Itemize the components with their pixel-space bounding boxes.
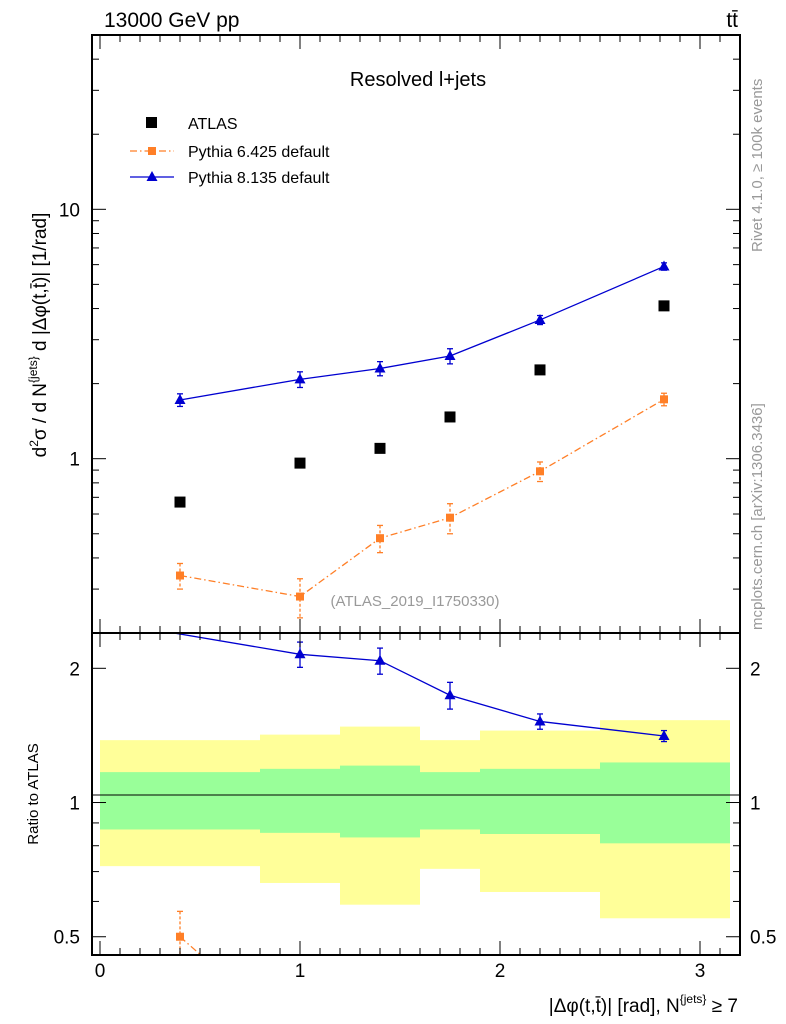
ratio-axis-ticks: 0.5 0.5 1 1 2 2 0 1 2 3 xyxy=(54,633,776,982)
ratio-x-tick-label: 3 xyxy=(695,961,706,982)
main-pythia6-line xyxy=(179,398,665,598)
legend-pythia8-marker xyxy=(146,171,158,181)
main-atlas-point xyxy=(658,300,670,312)
mcplots-source-label: mcplots.cern.ch [arXiv:1306.3436] xyxy=(749,403,766,630)
main-data-layer xyxy=(174,260,670,619)
main-pythia6-point xyxy=(536,467,544,476)
main-y-tick-label: 1 xyxy=(69,450,80,471)
main-axis-ticks: 1 10 xyxy=(59,34,741,634)
ratio-band-inner xyxy=(420,772,480,830)
header-process-label: tt̄ xyxy=(726,9,738,32)
main-atlas-point xyxy=(444,411,456,423)
ratio-x-tick-label: 0 xyxy=(95,961,106,982)
main-atlas-point xyxy=(174,496,186,508)
main-pythia6-point xyxy=(176,571,184,580)
main-pythia8-point xyxy=(174,393,186,404)
ratio-pythia6-point xyxy=(176,932,184,941)
analysis-watermark: (ATLAS_2019_I1750330) xyxy=(330,593,499,610)
main-pythia8-point xyxy=(534,313,546,324)
main-pythia8-point xyxy=(658,260,670,271)
rivet-version-label: Rivet 4.1.0, ≥ 100k events xyxy=(749,79,766,252)
svg-text:d2σ / d N{jets} d |Δφ(t,t̄)| [: d2σ / d N{jets} d |Δφ(t,t̄)| [1/rad] xyxy=(26,213,51,458)
ratio-y-tick-label: 2 xyxy=(69,659,80,680)
ratio-band-inner xyxy=(260,768,340,833)
ratio-y-tick-label-right: 0.5 xyxy=(750,928,776,949)
ratio-pythia8-point xyxy=(658,729,670,740)
main-pythia8-point xyxy=(294,373,306,384)
ratio-pythia8-point xyxy=(294,648,306,659)
main-pythia8-point xyxy=(374,362,386,373)
main-pythia6-point xyxy=(446,513,454,522)
main-atlas-point xyxy=(534,364,546,376)
ratio-data-layer xyxy=(170,633,670,955)
ratio-pythia8-line xyxy=(170,633,665,737)
main-plot-panel: Resolved l+jets (ATLAS_2019_I1750330) 11… xyxy=(59,34,741,634)
header-energy-label: 13000 GeV pp xyxy=(104,9,239,32)
legend-pythia8-label: Pythia 8.135 default xyxy=(188,170,330,187)
ratio-x-tick-label: 2 xyxy=(495,961,506,982)
main-pythia6-point xyxy=(376,534,384,543)
main-atlas-point xyxy=(374,442,386,454)
ratio-plot-panel: 0.5 0.5 1 1 2 2 0 1 2 3 Ratio to ATLAS xyxy=(25,632,776,982)
main-y-tick-label: 10 xyxy=(59,200,80,221)
x-axis-label: |Δφ(t,t̄)| [rad], N{jets} ≥ 7 xyxy=(549,992,738,1017)
main-pythia6-point xyxy=(296,592,304,601)
ratio-y-tick-label: 0.5 xyxy=(54,928,80,949)
ratio-x-tick-label: 1 xyxy=(295,961,306,982)
ratio-pythia8-point xyxy=(444,689,456,700)
svg-text:|Δφ(t,t̄)| [rad], N{jets} ≥ 7: |Δφ(t,t̄)| [rad], N{jets} ≥ 7 xyxy=(549,992,738,1017)
ratio-y-tick-label-right: 1 xyxy=(750,794,761,815)
main-plot-title: Resolved l+jets xyxy=(350,69,486,91)
main-y-axis-label: d2σ / d N{jets} d |Δφ(t,t̄)| [1/rad] xyxy=(26,213,51,458)
ratio-band-inner xyxy=(100,772,260,830)
legend-atlas-label: ATLAS xyxy=(188,116,238,133)
ratio-y-tick-label: 1 xyxy=(69,794,80,815)
main-pythia6-point xyxy=(660,395,668,404)
legend-pythia6-label: Pythia 6.425 default xyxy=(188,144,330,161)
main-pythia8-line xyxy=(179,265,665,401)
ratio-uncertainty-bands xyxy=(100,720,730,919)
ratio-y-axis-label: Ratio to ATLAS xyxy=(25,743,42,844)
ratio-band-inner xyxy=(480,768,600,834)
ratio-pythia8-point xyxy=(534,715,546,726)
legend-atlas-marker xyxy=(146,117,157,128)
main-pythia8-point xyxy=(444,350,456,361)
ratio-pythia8-point xyxy=(374,654,386,665)
ratio-band-inner xyxy=(340,765,420,838)
legend: ATLAS Pythia 6.425 default Pythia 8.135 … xyxy=(130,116,330,187)
main-atlas-point xyxy=(294,457,306,469)
ratio-y-tick-label-right: 2 xyxy=(750,659,761,680)
legend-pythia6-marker xyxy=(148,147,156,155)
ratio-band-inner xyxy=(600,762,730,844)
ratio-plot-frame xyxy=(91,632,741,956)
